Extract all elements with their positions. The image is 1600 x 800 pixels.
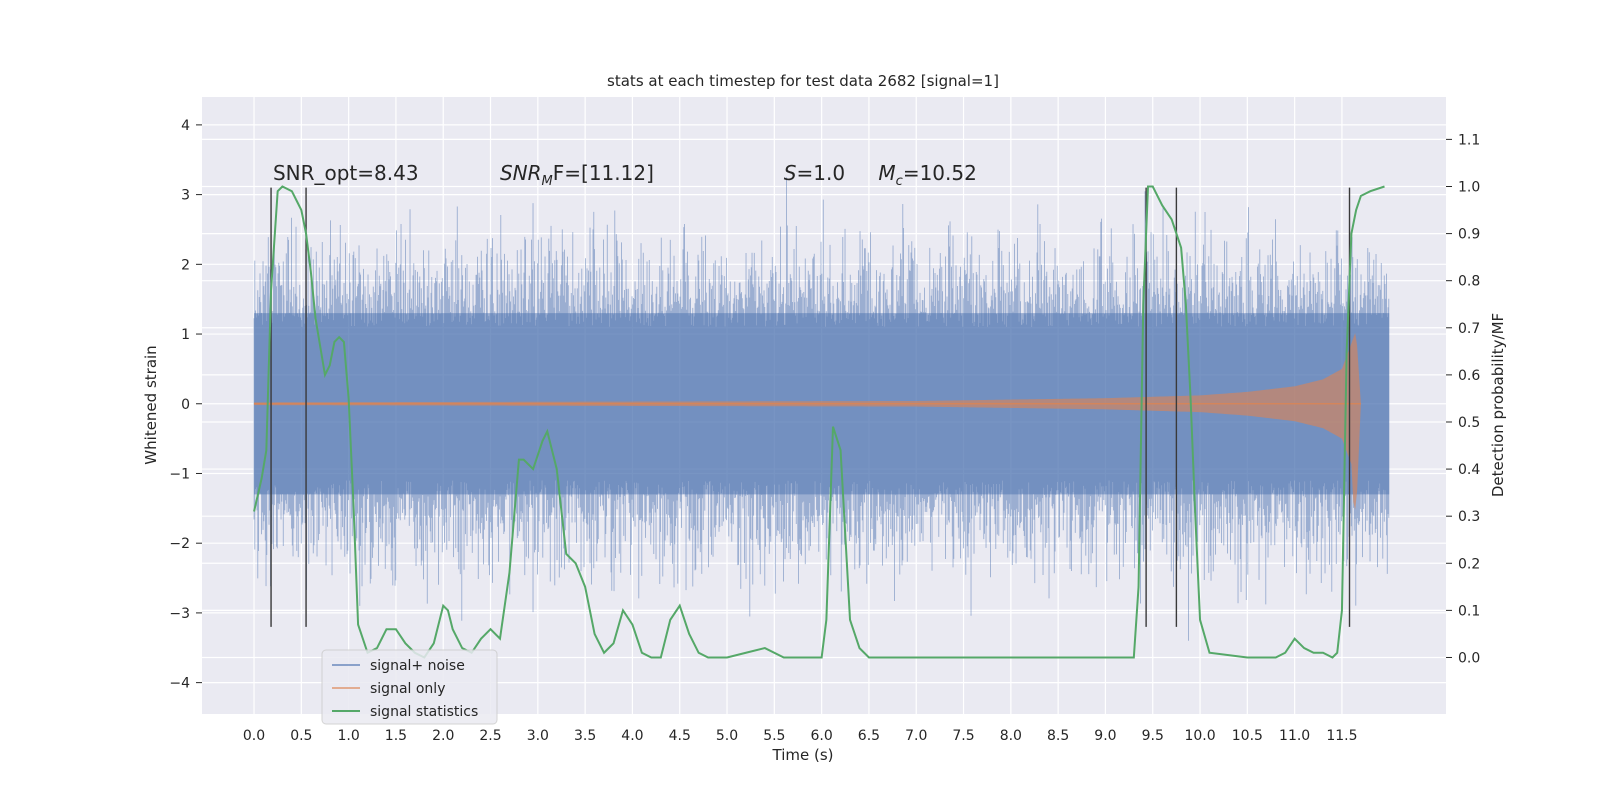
- x-tick-label: 3.0: [527, 728, 549, 744]
- x-tick-label: 11.5: [1326, 728, 1357, 744]
- x-tick-label: 6.0: [811, 728, 833, 744]
- y-tick-label: 3: [181, 188, 190, 204]
- x-tick-label: 5.5: [763, 728, 785, 744]
- y-axis-ticks: −4 −3 −2 −1 0 1 2 3 4: [169, 118, 202, 692]
- x-tick-label: 10.0: [1184, 728, 1215, 744]
- x-tick-label: 10.5: [1232, 728, 1263, 744]
- x-tick-label: 6.5: [858, 728, 880, 744]
- y-tick-label: −1: [169, 466, 190, 482]
- vertical-markers: [270, 187, 1351, 627]
- chart-title: stats at each timestep for test data 268…: [607, 72, 999, 90]
- annotation-snr-opt: SNR_opt=8.43: [273, 161, 419, 185]
- x-tick-label: 4.0: [621, 728, 643, 744]
- y2-tick-label: 0.0: [1458, 650, 1480, 666]
- annotation-s-value: S=1.0: [784, 161, 845, 185]
- y2-tick-label: 0.6: [1458, 368, 1480, 384]
- x-tick-label: 1.0: [337, 728, 359, 744]
- y2-tick-label: 0.4: [1458, 462, 1480, 478]
- y-axis-label: Whitened strain: [142, 345, 160, 464]
- x-tick-label: 9.0: [1094, 728, 1116, 744]
- statistics-line: [253, 185, 1385, 659]
- legend-label: signal only: [370, 681, 445, 697]
- x-tick-label: 0.0: [243, 728, 265, 744]
- y-tick-label: 0: [181, 397, 190, 413]
- y-tick-label: 4: [181, 118, 190, 134]
- x-tick-label: 1.5: [385, 728, 407, 744]
- x-tick-label: 4.5: [669, 728, 691, 744]
- x-tick-label: 9.5: [1142, 728, 1164, 744]
- y2-tick-label: 0.3: [1458, 509, 1480, 525]
- y2-axis-ticks: 0.0 0.1 0.2 0.3 0.4 0.5 0.6 0.7 0.8 0.9 1.0 1.1: [1446, 132, 1480, 666]
- x-tick-label: 2.0: [432, 728, 454, 744]
- x-tick-label: 8.0: [1000, 728, 1022, 744]
- legend-label: signal+ noise: [370, 658, 465, 674]
- y2-tick-label: 0.8: [1458, 274, 1480, 290]
- x-tick-label: 7.5: [952, 728, 974, 744]
- y2-tick-label: 1.0: [1458, 179, 1480, 195]
- y-tick-label: −4: [169, 676, 190, 692]
- y-tick-label: 2: [181, 257, 190, 273]
- y2-tick-label: 0.2: [1458, 556, 1480, 572]
- y-tick-label: 1: [181, 327, 190, 343]
- x-axis-ticks: 0.0 0.5 1.0 1.5 2.0 2.5 3.0 3.5 4.0 4.5 5.0 5.5 6.0 6…: [243, 728, 1358, 744]
- series-signal-statistics: [253, 185, 1385, 659]
- annotation-mc-value: Mc=10.52: [878, 161, 976, 189]
- y-tick-label: −2: [169, 536, 190, 552]
- x-tick-label: 5.0: [716, 728, 738, 744]
- x-tick-label: 7.0: [905, 728, 927, 744]
- legend: signal+ noise signal only signal statistic…: [321, 649, 498, 725]
- x-tick-label: 8.5: [1047, 728, 1069, 744]
- y2-axis-label: Detection probability/MF: [1489, 313, 1507, 497]
- y2-tick-label: 0.7: [1458, 321, 1480, 337]
- x-tick-label: 11.0: [1279, 728, 1310, 744]
- y2-tick-label: 0.5: [1458, 415, 1480, 431]
- y2-tick-label: 0.9: [1458, 227, 1480, 243]
- y2-tick-label: 0.1: [1458, 603, 1480, 619]
- x-tick-label: 2.5: [479, 728, 501, 744]
- y-tick-label: −3: [169, 606, 190, 622]
- annotation-snr-mf: SNRMF=[11.12]: [500, 161, 654, 189]
- y2-tick-label: 1.1: [1458, 132, 1480, 148]
- legend-label: signal statistics: [370, 704, 478, 720]
- x-axis-label: Time (s): [772, 746, 834, 764]
- plot-area: [202, 97, 1446, 714]
- x-tick-label: 3.5: [574, 728, 596, 744]
- x-tick-label: 0.5: [290, 728, 312, 744]
- legend-box: [321, 649, 498, 725]
- annotations: SNR_opt=8.43 SNRMF=[11.12] S=1.0 Mc=10.52: [273, 161, 977, 189]
